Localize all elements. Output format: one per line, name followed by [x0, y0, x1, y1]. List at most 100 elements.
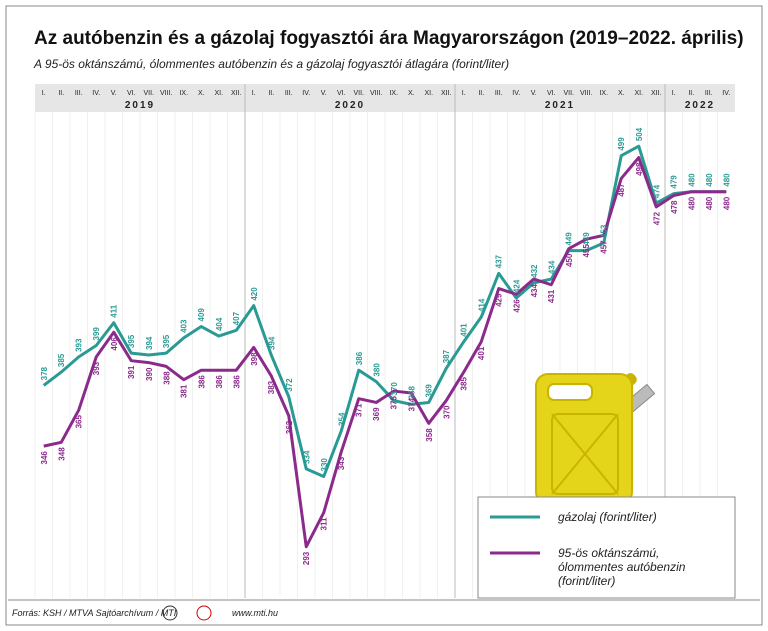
data-label: 354: [337, 412, 346, 426]
data-label: 385: [57, 353, 66, 367]
x-tick-label: VII.: [143, 90, 154, 97]
data-label: 499: [617, 137, 626, 151]
data-label: 479: [670, 175, 679, 189]
data-label: 480: [722, 173, 731, 187]
x-tick-label: IV.: [92, 90, 100, 97]
data-label: 420: [250, 287, 259, 301]
x-tick-label: VI.: [547, 90, 556, 97]
x-tick-label: XI.: [424, 90, 433, 97]
data-label: 365: [75, 415, 84, 429]
x-tick-label: VI.: [127, 90, 136, 97]
data-label: 399: [92, 327, 101, 341]
data-label: 383: [267, 380, 276, 394]
data-label: 480: [687, 196, 696, 210]
x-tick-label: II.: [58, 90, 64, 97]
data-label: 371: [355, 403, 364, 417]
data-label: 394: [267, 336, 276, 350]
data-label: 334: [302, 450, 311, 464]
data-label: 381: [180, 384, 189, 398]
data-label: 358: [425, 428, 434, 442]
month-band: [35, 84, 735, 112]
x-tick-label: XI.: [214, 90, 223, 97]
url: www.mti.hu: [232, 608, 278, 618]
data-label: 401: [477, 346, 486, 360]
chart-subtitle: A 95-ös oktánszámú, ólommentes autóbenzi…: [33, 57, 509, 71]
year-label: 2019: [125, 100, 155, 111]
x-tick-label: IX.: [599, 90, 608, 97]
data-label: 391: [127, 365, 136, 379]
data-label: 480: [687, 173, 696, 187]
x-tick-label: III.: [75, 90, 83, 97]
data-label: 414: [477, 298, 486, 312]
data-label: 393: [75, 338, 84, 352]
data-label: 478: [670, 200, 679, 214]
data-label: 369: [372, 407, 381, 421]
x-tick-label: I.: [42, 90, 46, 97]
data-label: 343: [337, 456, 346, 470]
year-label: 2022: [685, 100, 715, 111]
data-label: 487: [617, 183, 626, 197]
data-label: 375: [390, 396, 399, 410]
data-label: 449: [565, 232, 574, 246]
x-tick-label: IV.: [512, 90, 520, 97]
legend-box: [477, 496, 736, 599]
data-label: 411: [110, 304, 119, 317]
data-label: 293: [302, 551, 311, 565]
logo: [196, 605, 212, 621]
data-label: 480: [705, 173, 714, 187]
x-tick-label: XII.: [651, 90, 662, 97]
source: Forrás: KSH / MTVA Sajtóarchívum / MTI: [12, 608, 177, 618]
x-tick-label: X.: [408, 90, 415, 97]
x-tick-label: VIII.: [580, 90, 593, 97]
data-label: 474: [652, 184, 661, 198]
x-tick-label: II.: [688, 90, 694, 97]
data-label: 369: [425, 384, 434, 398]
data-label: 424: [512, 279, 521, 293]
chart-title: Az autóbenzin és a gázolaj fogyasztói ár…: [34, 28, 744, 49]
x-tick-label: IV.: [302, 90, 310, 97]
x-tick-label: IV.: [722, 90, 730, 97]
data-label: 330: [320, 458, 329, 472]
x-tick-label: VII.: [353, 90, 364, 97]
data-label: 434: [547, 260, 556, 274]
data-label: 388: [162, 371, 171, 385]
x-tick-label: VI.: [337, 90, 346, 97]
data-label: 406: [110, 337, 119, 351]
year-label: 2020: [335, 100, 365, 111]
data-label: 394: [145, 336, 154, 350]
data-label: 378: [40, 366, 49, 380]
data-label: 362: [285, 420, 294, 434]
data-label: 346: [40, 451, 49, 465]
data-label: 480: [705, 196, 714, 210]
x-tick-label: VIII.: [160, 90, 173, 97]
data-label: 390: [145, 367, 154, 381]
data-label: 431: [547, 289, 556, 303]
data-label: 398: [250, 352, 259, 366]
x-tick-label: IX.: [389, 90, 398, 97]
x-tick-label: III.: [285, 90, 293, 97]
data-label: 387: [442, 349, 451, 363]
data-label: 432: [530, 264, 539, 278]
data-label: 457: [600, 240, 609, 254]
year-label: 2021: [545, 100, 575, 111]
series-line: [43, 156, 727, 549]
x-tick-label: XII.: [231, 90, 242, 97]
data-label: 449: [582, 232, 591, 246]
x-tick-label: III.: [705, 90, 713, 97]
data-label: 370: [442, 405, 451, 419]
data-label: 393: [92, 361, 101, 375]
data-label: 426: [512, 299, 521, 313]
data-label: 480: [722, 196, 731, 210]
data-label: 386: [215, 375, 224, 389]
x-tick-label: VII.: [563, 90, 574, 97]
data-label: 395: [127, 334, 136, 348]
data-label: 385: [460, 377, 469, 391]
x-tick-label: V.: [321, 90, 327, 97]
legend-label: 95-ös oktánszámú, ólommentes autóbenzin …: [558, 546, 686, 588]
data-label: 311: [320, 517, 329, 530]
x-tick-label: V.: [531, 90, 537, 97]
logo: [162, 605, 178, 621]
x-tick-label: X.: [198, 90, 205, 97]
